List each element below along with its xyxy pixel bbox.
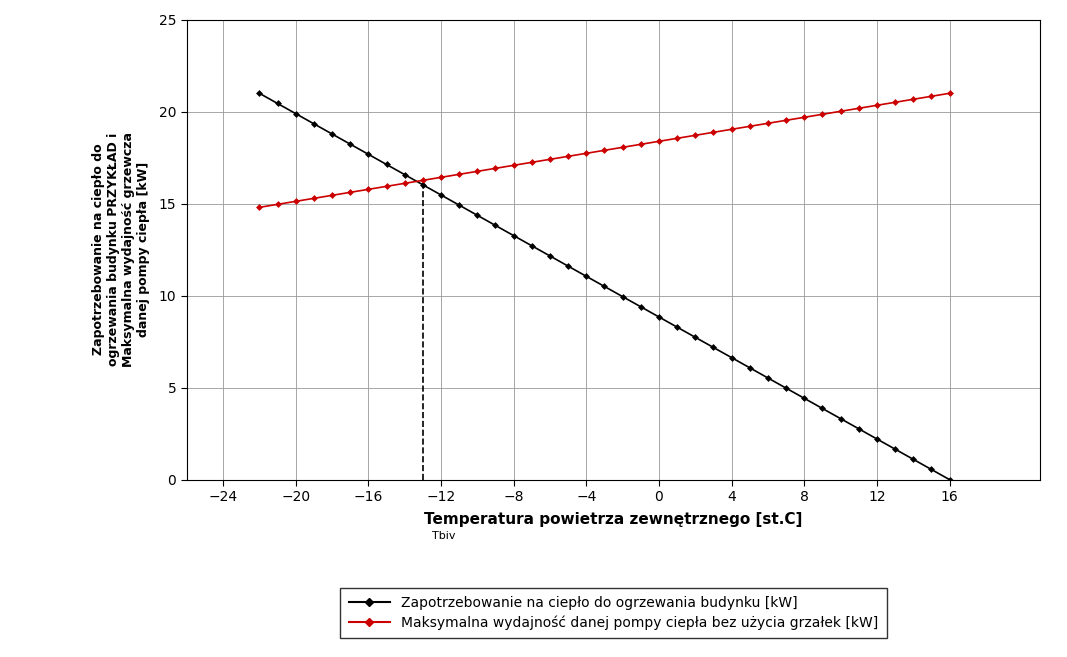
X-axis label: Temperatura powietrza zewnętrznego [st.C]: Temperatura powietrza zewnętrznego [st.C… [425, 512, 802, 528]
Legend: Zapotrzebowanie na ciepło do ogrzewania budynku [kW], Maksymalna wydajność danej: Zapotrzebowanie na ciepło do ogrzewania … [340, 588, 887, 639]
Text: Tbiv: Tbiv [432, 531, 456, 541]
Y-axis label: Zapotrzebowanie na ciepło do
ogrzewania budynku PRZYKŁAD i
Maksymalna wydajność : Zapotrzebowanie na ciepło do ogrzewania … [93, 132, 150, 367]
